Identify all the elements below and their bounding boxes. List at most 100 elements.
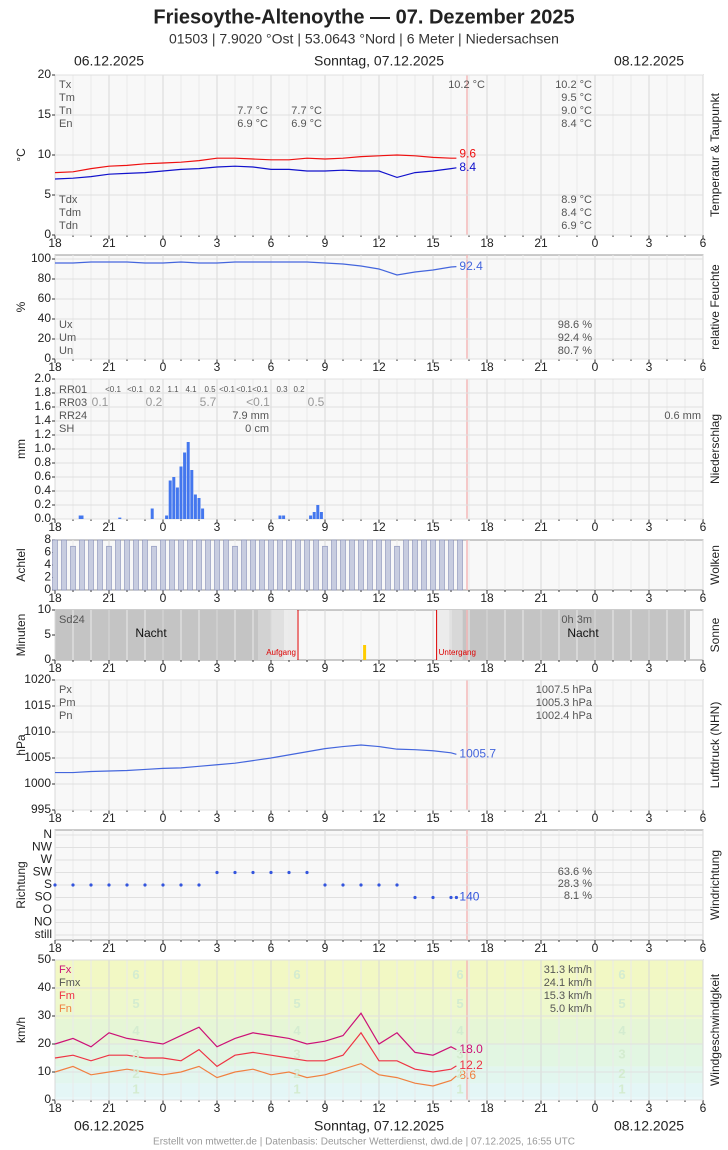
end-label: 92.4: [459, 259, 483, 273]
note: 28.3 %: [558, 878, 592, 890]
x-tick-label: 15: [426, 1101, 440, 1115]
note: En: [59, 118, 72, 130]
note: 10.2 °C: [448, 79, 485, 91]
beaufort-label: 5: [132, 996, 139, 1011]
series-line: [54, 1062, 457, 1087]
x-tick-label: 0: [160, 236, 167, 250]
y-tick-label: 1.0: [34, 441, 51, 455]
x-tick-label: 21: [102, 591, 116, 605]
note: 1002.4 hPa: [536, 710, 593, 722]
x-tick-label: 12: [372, 811, 386, 825]
series-line: [54, 1012, 457, 1056]
x-tick-label: 9: [322, 236, 329, 250]
beaufort-label: 6: [456, 967, 463, 982]
note: 10.2 °C: [555, 79, 592, 91]
beaufort-label: 5: [456, 996, 463, 1011]
y-tick-label: still: [35, 927, 52, 941]
beaufort-label: 2: [132, 1066, 139, 1081]
x-tick-label: 3: [646, 941, 653, 955]
bar: [160, 539, 166, 591]
bar: [118, 517, 122, 519]
bar: [79, 539, 85, 591]
bar: [259, 539, 265, 591]
x-tick-label: 9: [322, 591, 329, 605]
bar: [403, 539, 409, 591]
bar: [52, 539, 58, 591]
bar: [169, 539, 175, 591]
bar: [172, 477, 176, 519]
note: 9.0 °C: [561, 105, 592, 117]
y-tick-label: 0.2: [34, 497, 51, 511]
y-tick-label: 5: [44, 627, 51, 641]
note: RR03: [59, 397, 87, 409]
y-tick-label: 15: [38, 107, 52, 121]
y-tick-label: 20: [38, 331, 52, 345]
note: Fn: [59, 1003, 72, 1015]
note: <0.1: [127, 385, 143, 394]
bar: [183, 452, 187, 519]
note: SH: [59, 423, 74, 435]
y-tick-label: 1.8: [34, 385, 51, 399]
bar: [186, 442, 190, 519]
bar: [376, 539, 382, 591]
footer: Erstellt von mtwetter.de | Datenbasis: D…: [153, 1137, 575, 1148]
bar: [70, 545, 76, 591]
x-tick-label: 3: [646, 591, 653, 605]
note: 31.3 km/h: [544, 964, 592, 976]
note: Ux: [59, 319, 73, 331]
bar: [304, 539, 310, 591]
x-tick-label: 0: [160, 360, 167, 374]
bar: [214, 539, 220, 591]
x-tick-label: 0: [592, 591, 599, 605]
note: 7.7 °C: [291, 105, 322, 117]
x-tick-label: 12: [372, 360, 386, 374]
x-tick-label: 21: [534, 236, 548, 250]
note: 0.3: [276, 385, 288, 394]
x-tick-label: 0: [592, 941, 599, 955]
x-tick-label: 12: [372, 661, 386, 675]
beaufort-label: 4: [456, 1023, 464, 1038]
beaufort-label: 6: [132, 967, 139, 982]
x-tick-label: 6: [700, 1101, 707, 1115]
y-axis-label: %: [14, 301, 28, 312]
x-tick-label: 9: [322, 661, 329, 675]
point: [323, 883, 327, 887]
bar: [193, 494, 197, 519]
x-tick-label: 18: [48, 661, 62, 675]
point: [89, 883, 93, 887]
note: 8.9 °C: [561, 194, 592, 206]
note: 63.6 %: [558, 866, 592, 878]
beaufort-label: 1: [132, 1082, 139, 1097]
bar: [295, 539, 301, 591]
point: [395, 883, 399, 887]
x-tick-label: 6: [268, 520, 275, 534]
point: [233, 870, 237, 875]
series-line: [55, 744, 457, 774]
note: Nacht: [135, 626, 167, 640]
beaufort-label: 6: [293, 967, 300, 982]
bar: [197, 498, 201, 519]
end-label: 8.4: [459, 160, 476, 174]
x-tick-label: 18: [48, 236, 62, 250]
y-axis-label: hPa: [14, 734, 28, 756]
bar: [286, 539, 292, 591]
bar: [165, 515, 169, 519]
end-label: 12.2: [459, 1058, 483, 1072]
note: 15.3 km/h: [544, 990, 592, 1002]
y-tick-label: 1015: [24, 698, 51, 712]
bar: [282, 515, 286, 519]
x-tick-label: 18: [48, 1101, 62, 1115]
beaufort-label: 1: [618, 1082, 625, 1097]
y-tick-label: 1000: [24, 776, 51, 790]
y-tick-label: 30: [38, 1008, 52, 1022]
date-center: Sonntag, 07.12.2025: [314, 53, 444, 69]
y-tick-label: 2: [44, 570, 51, 584]
note: Fm: [59, 990, 75, 1002]
point: [71, 883, 75, 887]
bar: [340, 539, 346, 591]
x-tick-label: 21: [102, 941, 116, 955]
side-label: Windrichtung: [708, 850, 722, 920]
x-tick-label: 0: [592, 811, 599, 825]
note: Px: [59, 684, 72, 696]
